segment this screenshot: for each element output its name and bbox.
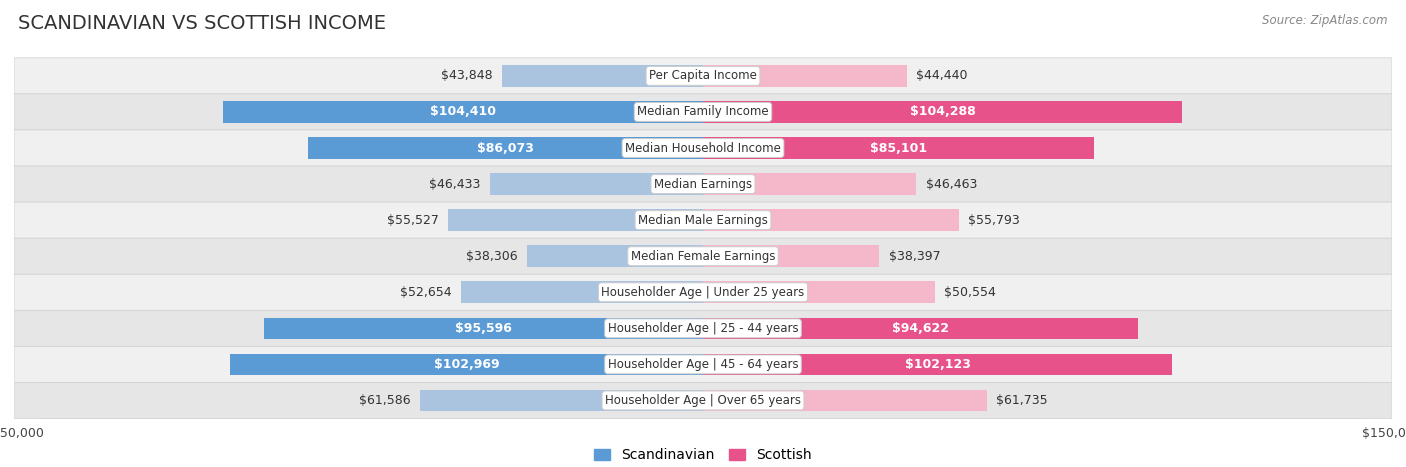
FancyBboxPatch shape bbox=[14, 274, 1392, 310]
Bar bbox=[449, 209, 703, 231]
Text: Source: ZipAtlas.com: Source: ZipAtlas.com bbox=[1263, 14, 1388, 27]
Text: $55,793: $55,793 bbox=[969, 213, 1021, 226]
Bar bbox=[703, 282, 935, 303]
Bar bbox=[461, 282, 703, 303]
Text: Median Male Earnings: Median Male Earnings bbox=[638, 213, 768, 226]
Text: Per Capita Income: Per Capita Income bbox=[650, 70, 756, 82]
Text: $38,306: $38,306 bbox=[467, 250, 517, 263]
Bar bbox=[231, 354, 703, 375]
FancyBboxPatch shape bbox=[14, 166, 1392, 202]
Bar bbox=[703, 101, 1182, 123]
Text: Median Female Earnings: Median Female Earnings bbox=[631, 250, 775, 263]
FancyBboxPatch shape bbox=[14, 58, 1392, 94]
Text: Median Family Income: Median Family Income bbox=[637, 106, 769, 119]
Bar bbox=[502, 65, 703, 87]
Bar bbox=[703, 318, 1137, 339]
Text: $44,440: $44,440 bbox=[917, 70, 967, 82]
Text: Householder Age | 45 - 64 years: Householder Age | 45 - 64 years bbox=[607, 358, 799, 371]
Text: $61,735: $61,735 bbox=[995, 394, 1047, 407]
FancyBboxPatch shape bbox=[14, 347, 1392, 382]
FancyBboxPatch shape bbox=[14, 202, 1392, 238]
Text: $85,101: $85,101 bbox=[870, 142, 927, 155]
Text: Householder Age | Over 65 years: Householder Age | Over 65 years bbox=[605, 394, 801, 407]
Bar bbox=[527, 245, 703, 267]
Text: $52,654: $52,654 bbox=[401, 286, 451, 299]
FancyBboxPatch shape bbox=[14, 130, 1392, 166]
Bar bbox=[703, 209, 959, 231]
Text: $46,433: $46,433 bbox=[429, 177, 481, 191]
Bar bbox=[703, 389, 987, 411]
Text: $43,848: $43,848 bbox=[441, 70, 492, 82]
Text: $55,527: $55,527 bbox=[387, 213, 439, 226]
Bar bbox=[703, 173, 917, 195]
Text: $38,397: $38,397 bbox=[889, 250, 941, 263]
Text: $86,073: $86,073 bbox=[477, 142, 534, 155]
FancyBboxPatch shape bbox=[14, 382, 1392, 418]
Text: Householder Age | Under 25 years: Householder Age | Under 25 years bbox=[602, 286, 804, 299]
Text: Householder Age | 25 - 44 years: Householder Age | 25 - 44 years bbox=[607, 322, 799, 335]
Bar bbox=[224, 101, 703, 123]
Bar bbox=[703, 354, 1173, 375]
FancyBboxPatch shape bbox=[14, 310, 1392, 347]
Bar bbox=[703, 65, 907, 87]
Text: $104,410: $104,410 bbox=[430, 106, 496, 119]
Text: $102,123: $102,123 bbox=[904, 358, 970, 371]
Bar bbox=[420, 389, 703, 411]
Text: $94,622: $94,622 bbox=[891, 322, 949, 335]
Text: SCANDINAVIAN VS SCOTTISH INCOME: SCANDINAVIAN VS SCOTTISH INCOME bbox=[18, 14, 387, 33]
Text: $95,596: $95,596 bbox=[456, 322, 512, 335]
Text: Median Earnings: Median Earnings bbox=[654, 177, 752, 191]
Bar bbox=[308, 137, 703, 159]
Text: $46,463: $46,463 bbox=[925, 177, 977, 191]
Text: Median Household Income: Median Household Income bbox=[626, 142, 780, 155]
Bar bbox=[489, 173, 703, 195]
Bar bbox=[703, 245, 879, 267]
Text: $50,554: $50,554 bbox=[945, 286, 997, 299]
FancyBboxPatch shape bbox=[14, 94, 1392, 130]
Text: $61,586: $61,586 bbox=[360, 394, 411, 407]
Bar bbox=[264, 318, 703, 339]
Text: $104,288: $104,288 bbox=[910, 106, 976, 119]
Bar bbox=[703, 137, 1094, 159]
Text: $102,969: $102,969 bbox=[433, 358, 499, 371]
Legend: Scandinavian, Scottish: Scandinavian, Scottish bbox=[588, 443, 818, 467]
FancyBboxPatch shape bbox=[14, 238, 1392, 274]
